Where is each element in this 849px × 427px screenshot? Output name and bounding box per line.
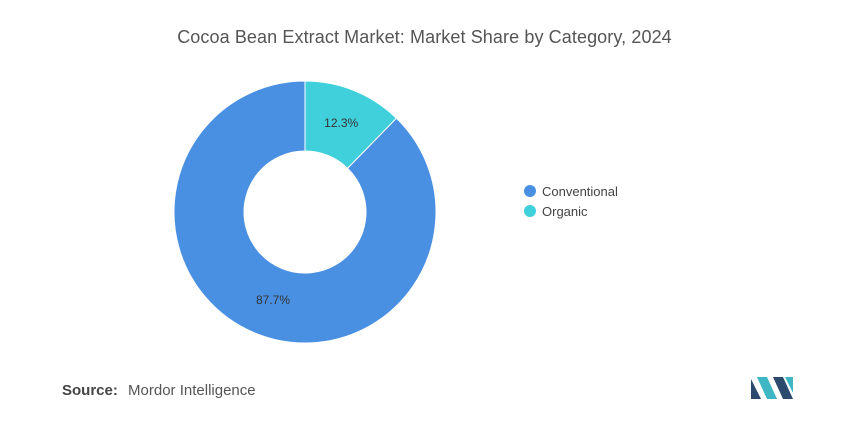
legend-label-conventional: Conventional bbox=[542, 183, 618, 199]
chart-legend: Conventional Organic bbox=[524, 181, 618, 221]
legend-swatch-conventional bbox=[524, 185, 536, 197]
donut-slice-conventional[interactable] bbox=[173, 80, 437, 344]
mordor-intelligence-logo-icon bbox=[751, 377, 793, 399]
legend-label-organic: Organic bbox=[542, 203, 588, 219]
slice-label-conventional: 87.7% bbox=[256, 293, 290, 307]
slice-label-organic: 12.3% bbox=[324, 116, 358, 130]
source-value: Mordor Intelligence bbox=[128, 382, 256, 399]
source-note: Source: Mordor Intelligence bbox=[62, 382, 256, 399]
source-label: Source: bbox=[62, 382, 118, 399]
legend-item-organic[interactable]: Organic bbox=[524, 201, 618, 221]
chart-title: Cocoa Bean Extract Market: Market Share … bbox=[177, 27, 672, 47]
legend-item-conventional[interactable]: Conventional bbox=[524, 181, 618, 201]
legend-swatch-organic bbox=[524, 205, 536, 217]
